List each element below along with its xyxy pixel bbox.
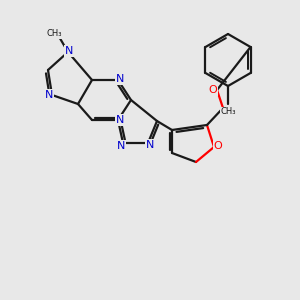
Text: CH₃: CH₃: [46, 29, 62, 38]
Text: O: O: [214, 141, 222, 151]
Text: O: O: [208, 85, 217, 95]
Text: N: N: [117, 141, 125, 151]
Text: N: N: [116, 115, 124, 125]
Text: CH₃: CH₃: [220, 107, 236, 116]
Text: N: N: [146, 140, 154, 150]
Text: N: N: [116, 74, 124, 84]
Text: N: N: [65, 46, 73, 56]
Text: N: N: [45, 90, 53, 100]
